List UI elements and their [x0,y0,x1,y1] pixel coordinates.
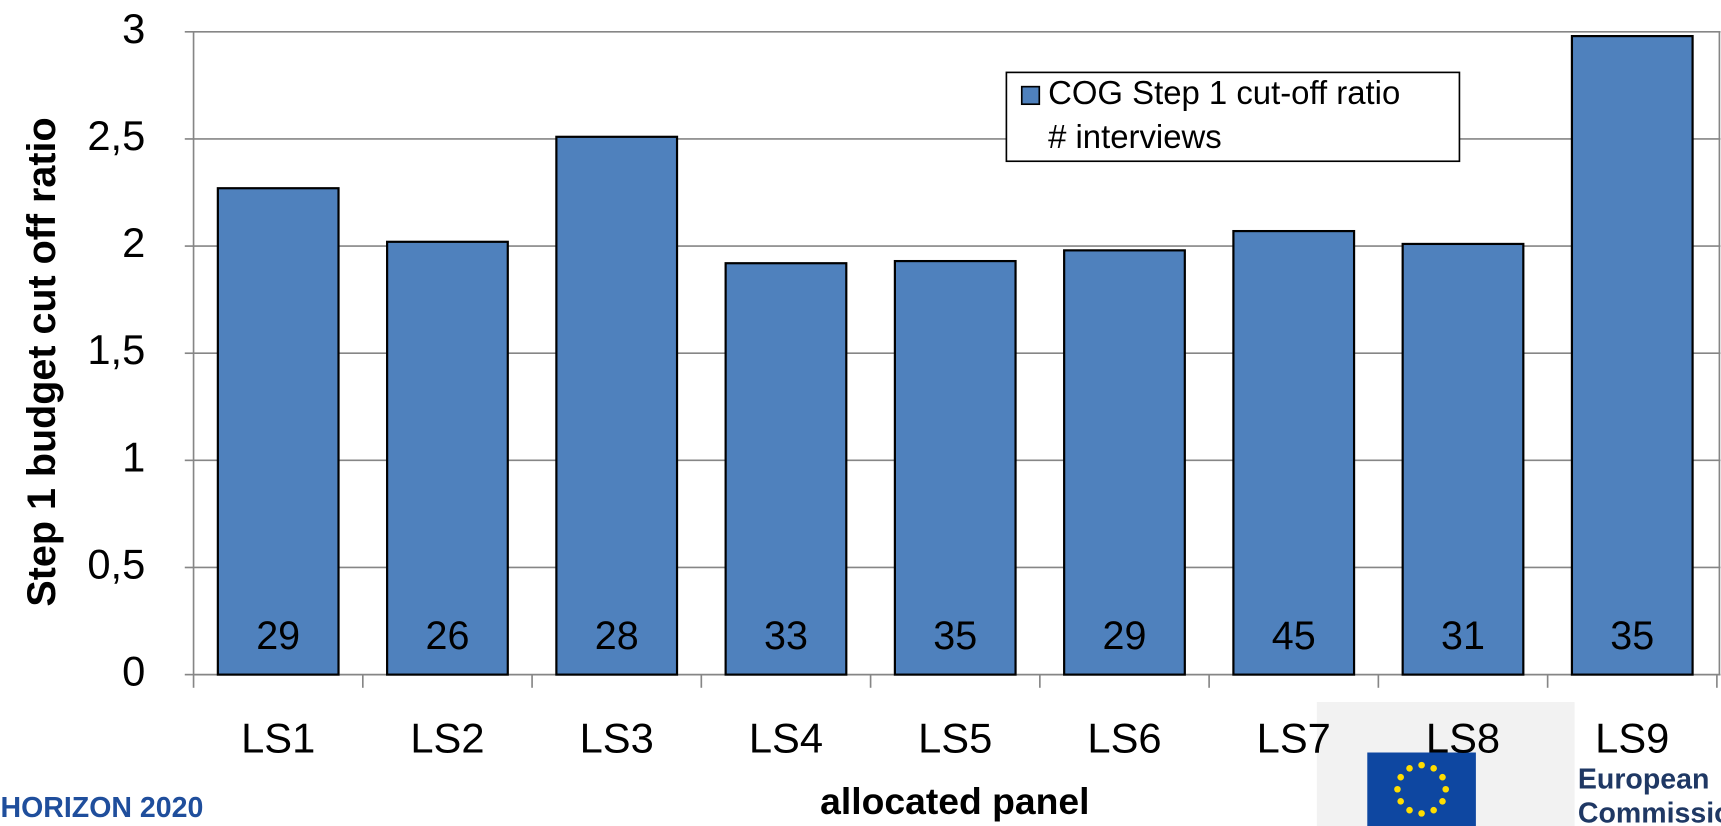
bar [724,262,848,676]
x-tick-label: LS4 [749,715,823,762]
data-label: 29 [256,614,300,658]
data-label: 28 [595,614,639,658]
logo-star [1397,773,1404,781]
logo-line: European [1578,764,1710,796]
logo-star [1439,798,1446,805]
logo-star [1394,785,1401,793]
bar [1232,229,1356,676]
bar [1401,242,1525,676]
bar [1570,34,1694,676]
x-tick-label: LS2 [410,715,484,762]
legend-label: COG Step 1 cut-off ratio [1048,74,1400,111]
legend: COG Step 1 cut-off ratio # interviews [1005,71,1461,163]
y-tick-label: 3 [122,5,145,52]
bar [893,259,1017,676]
y-tick-label: 0 [122,648,145,695]
eu-logo: European Commission [1316,702,1721,826]
logo-star [1430,806,1437,814]
legend-swatch [1020,85,1041,106]
data-label: 31 [1441,614,1485,658]
logo-star [1418,810,1425,817]
data-label: 45 [1272,614,1316,658]
logo-star [1439,773,1446,781]
data-label: 33 [764,614,808,658]
logo-line: Commission [1578,798,1721,826]
legend-label: # interviews [1048,118,1222,155]
bar [1063,249,1186,676]
x-tick-label: LS3 [580,715,654,762]
logo-star [1406,806,1413,814]
data-label: 29 [1103,614,1147,658]
x-axis-title: allocated panel [820,780,1089,822]
x-tick-label: LS1 [241,715,315,762]
y-tick-label: 1,5 [87,326,145,373]
bar [555,135,679,676]
y-tick-label: 2,5 [87,112,145,159]
logo-star [1397,798,1404,805]
footer-program: HORIZON 2020 [0,792,203,824]
logo-star [1406,765,1413,772]
x-tick-label: LS9 [1595,715,1669,762]
x-tick-label: LS5 [918,715,992,762]
y-tick-label: 2 [122,219,145,266]
bar [216,187,340,676]
bar [386,240,509,676]
y-tick-label: 1 [122,433,145,480]
data-label: 26 [425,614,469,658]
data-label: 35 [933,614,977,658]
logo-star [1442,785,1450,793]
logo-star [1418,761,1425,769]
x-tick-label: LS7 [1257,715,1331,762]
x-tick-label: LS6 [1087,715,1161,762]
legend-box [1005,71,1461,163]
y-tick-label: 0,5 [87,541,145,588]
x-tick-label: LS8 [1426,715,1500,762]
data-label: 35 [1610,614,1654,658]
logo-star [1430,765,1437,772]
y-axis-title: Step 1 budget cut off ratio [20,117,64,606]
